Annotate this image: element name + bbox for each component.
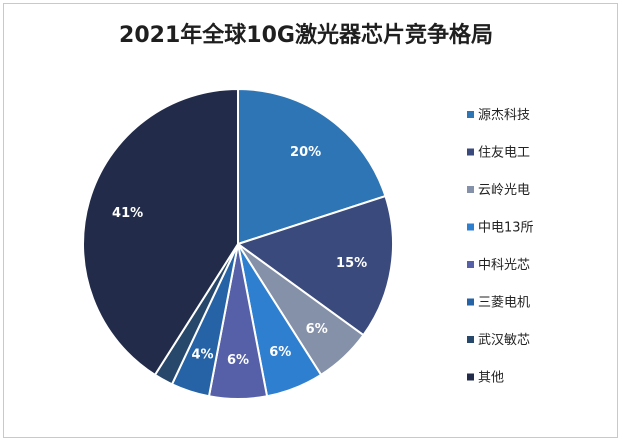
pie-slice-1[interactable]	[237, 87, 387, 246]
legend-label-7: 武汉敏芯	[478, 333, 530, 348]
data-label-1: 20%	[290, 145, 321, 160]
legend-swatch-4	[467, 223, 474, 231]
legend-swatch-2	[467, 148, 474, 156]
data-label-2: 15%	[336, 256, 367, 271]
legend-swatch-1	[467, 111, 474, 118]
pie-slice-2[interactable]	[235, 194, 394, 337]
pie-slices	[82, 87, 394, 400]
data-label-5: 6%	[227, 353, 249, 368]
data-label-8: 41%	[112, 206, 143, 221]
chart-title: 2021年全球10G激光器芯片竞争格局	[119, 22, 493, 48]
legend-label-3: 云岭光电	[478, 183, 530, 198]
legend-swatch-6	[467, 298, 474, 306]
legend-label-8: 其他	[478, 371, 504, 386]
legend-label-4: 中电13所	[478, 221, 534, 236]
legend-label-2: 住友电工	[478, 145, 530, 161]
legend-label-6: 三菱电机	[478, 296, 530, 311]
data-label-6: 4%	[191, 347, 213, 362]
data-label-3: 6%	[306, 322, 328, 337]
pie-slice-8[interactable]	[82, 87, 239, 377]
legend-swatch-5	[467, 261, 474, 268]
legend-label-1: 源杰科技	[478, 108, 530, 123]
legend-swatch-8	[467, 373, 474, 381]
legend-label-5: 中科光芯	[478, 258, 530, 273]
pie-data-labels: 20% 15% 6% 6% 6% 4% 41%	[112, 145, 367, 368]
legend-swatch-3	[467, 186, 474, 193]
data-label-4: 6%	[269, 345, 291, 360]
legend-swatch-7	[467, 336, 474, 343]
